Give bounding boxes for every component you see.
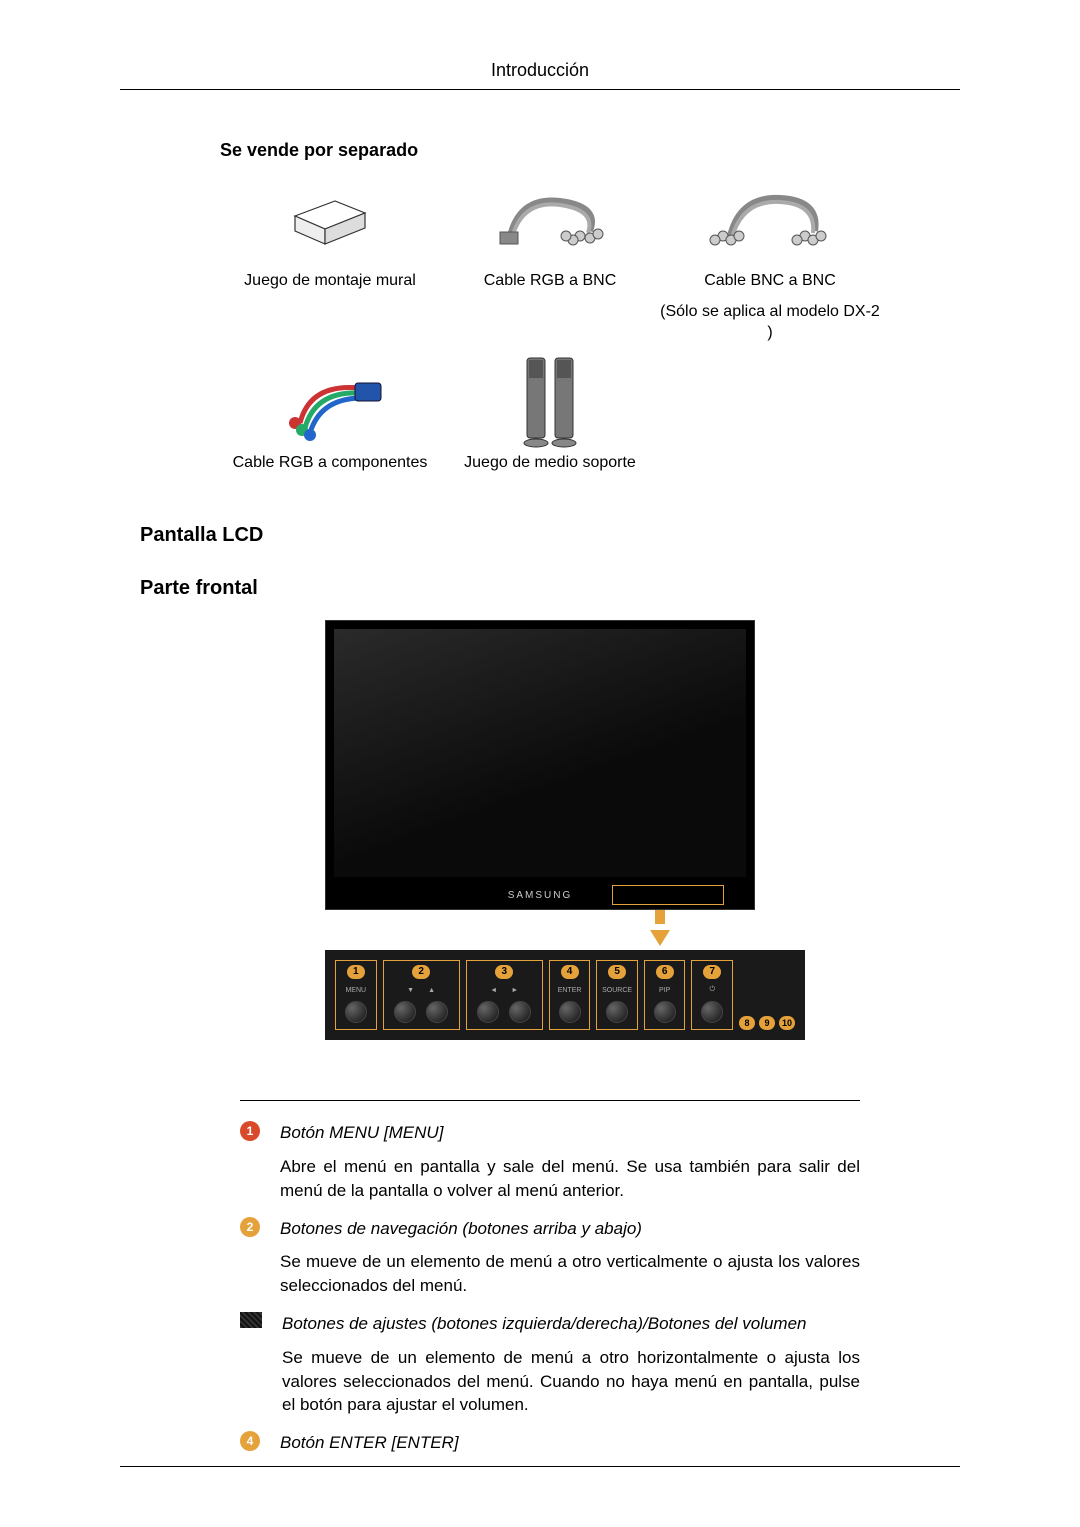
description-title: Botón MENU [MENU] [280,1121,860,1145]
panel-button-group: 7⏻ [691,960,733,1030]
button-descriptions: 1 Botón MENU [MENU] Abre el menú en pantal… [240,1100,860,1465]
sensor-highlight [612,885,724,905]
knob-row [599,1001,635,1023]
button-panel: 1MENU2▼▲3◄►4ENTER5SOURCE6PIP7⏻8910 [325,950,805,1040]
callout-badge [240,1312,262,1328]
accessory-rgb-component: Cable RGB a compo­nentes [220,363,440,474]
arrow-down-icon [650,930,670,946]
button-label-row: ◄► [469,987,540,994]
accessory-wall-mount: Juego de montaje mural [220,181,440,343]
accessory-half-stand: Juego de medio soporte [440,363,660,474]
footer-rule [120,1466,960,1467]
callout-number: 6 [656,965,674,979]
description-text: Botón ENTER [ENTER] [280,1431,860,1465]
callout-number: 7 [703,965,721,979]
button-label-row: MENU [338,987,374,994]
description-body: Se mueve de un elemento de menú a otro h… [282,1346,860,1417]
physical-button[interactable] [477,1001,499,1023]
knob-row [647,1001,683,1023]
accessory-caption: Cable RGB a compo­nentes [220,453,440,474]
callout-number: 8 [739,1016,755,1030]
accessory-subcaption: (Sólo se aplica al modelo DX-2 ) [660,302,880,344]
side-callouts: 89 10 [739,960,795,1030]
callout-number: 9 [759,1016,775,1030]
accessory-caption: Cable RGB a BNC [440,271,660,292]
knob-row [552,1001,588,1023]
accessory-caption: Juego de medio soporte [440,453,660,474]
description-text: Botones de ajustes (botones izquierda/de… [282,1312,860,1417]
button-label-row: ▼▲ [386,987,457,994]
callout-number: 5 [608,965,626,979]
description-body: Abre el menú en pantalla y sale del menú… [280,1155,860,1203]
panel-button-group: 3◄► [466,960,543,1030]
panel-button-group: 5 SOURCE [596,960,638,1030]
lcd-screen: SAMSUNG [325,620,755,910]
description-text: Botones de navegación (botones arriba y … [280,1217,860,1298]
callout-badge: 4 [240,1431,260,1451]
description-title: Botones de ajustes (botones izquierda/de… [282,1312,860,1336]
callout-number: 1 [347,965,365,979]
panel-button-group: 6 PIP [644,960,686,1030]
callout-badge: 1 [240,1121,260,1141]
knob-row [338,1001,374,1023]
accessory-caption: Juego de montaje mural [220,271,440,292]
accessories-grid: Juego de montaje mural Cable RGB a BNC [220,181,880,494]
rgb-component-icon [220,363,440,443]
button-label: ► [511,987,518,994]
knob-row [469,1001,540,1023]
bnc-bnc-icon [660,181,880,261]
physical-button[interactable] [559,1001,581,1023]
physical-button[interactable] [654,1001,676,1023]
description-item: 1 Botón MENU [MENU] Abre el menú en pantal… [240,1121,860,1202]
description-item: Botones de ajustes (botones izquierda/de… [240,1312,860,1417]
accessory-bnc-bnc: Cable BNC a BNC (Sólo se aplica al model… [660,181,880,343]
button-label: PIP [659,987,670,994]
button-label-row: ⏻ [694,986,730,994]
button-label: ▲ [428,987,435,994]
accessory-caption: Cable BNC a BNC [660,271,880,292]
knob-row [694,1001,730,1023]
sold-separately-heading: Se vende por separado [220,140,960,161]
button-label: ▼ [407,987,414,994]
button-label: ENTER [558,987,582,994]
button-label: ⏻ [709,986,715,994]
panel-button-group: 1 MENU [335,960,377,1030]
panel-button-group: 2▼▲ [383,960,460,1030]
physical-button[interactable] [606,1001,628,1023]
callout-badge: 2 [240,1217,260,1237]
description-title: Botones de navegación (botones arriba y … [280,1217,860,1241]
button-label: MENU [345,987,366,994]
half-stand-icon [440,363,660,443]
button-label-row: PIP [647,987,683,994]
description-text: Botón MENU [MENU] Abre el menú en pantall… [280,1121,860,1202]
button-label: ◄ [490,987,497,994]
physical-button[interactable] [345,1001,367,1023]
button-label-row: ENTER [552,987,588,994]
heading-front: Parte frontal [140,577,960,600]
description-item: 4 Botón ENTER [ENTER] [240,1431,860,1465]
physical-button[interactable] [701,1001,723,1023]
description-item: 2 Botones de navegación (botones arriba y… [240,1217,860,1298]
description-title: Botón ENTER [ENTER] [280,1431,860,1455]
callout-number: 4 [561,965,579,979]
callout-number: 3 [495,965,513,979]
physical-button[interactable] [426,1001,448,1023]
wall-mount-icon [220,181,440,261]
page-header: Introducción [120,60,960,90]
button-label: SOURCE [602,987,632,994]
rgb-bnc-icon [440,181,660,261]
physical-button[interactable] [509,1001,531,1023]
knob-row [386,1001,457,1023]
heading-lcd: Pantalla LCD [140,524,960,547]
physical-button[interactable] [394,1001,416,1023]
button-label-row: SOURCE [599,987,635,994]
callout-number: 2 [412,965,430,979]
accessory-rgb-bnc: Cable RGB a BNC [440,181,660,343]
description-body: Se mueve de un elemento de menú a otro v… [280,1250,860,1298]
callout-number: 10 [779,1016,795,1030]
panel-button-group: 4 ENTER [549,960,591,1030]
page: Introducción Se vende por separado Juego… [0,0,1080,1527]
lcd-figure: SAMSUNG 1MENU2▼▲3◄►4ENTER5SOURCE6PIP7⏻89… [120,620,960,1040]
